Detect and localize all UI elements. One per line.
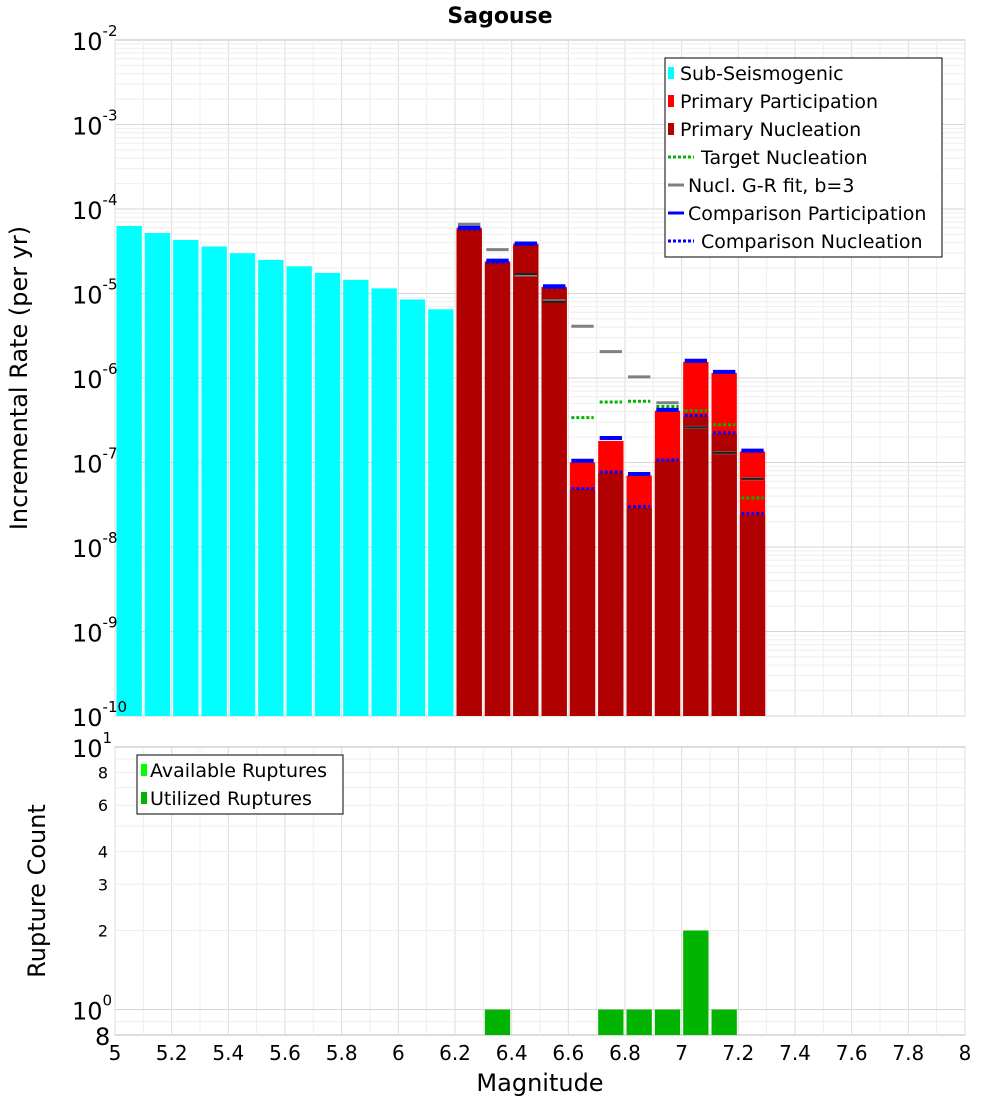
- top-legend-box: [664, 57, 943, 258]
- y-tick-label: 10-4: [72, 191, 118, 225]
- legend-label: Primary Nucleation: [680, 119, 861, 141]
- top-line-markers: [458, 222, 764, 515]
- sub-seismogenic-bar: [229, 253, 256, 716]
- utilized-ruptures-bar: [711, 1009, 737, 1035]
- y-tick-label: 10-5: [72, 276, 118, 310]
- primary-nucleation-bar: [456, 229, 482, 716]
- y-tick-label: 10-10: [72, 698, 127, 732]
- x-tick-label: 7.4: [779, 1041, 811, 1065]
- legend-label: Utilized Ruptures: [150, 788, 312, 810]
- x-tick-label: 7: [675, 1041, 688, 1065]
- x-tick-label: 8: [959, 1041, 972, 1065]
- y-major-tick-label: 8: [95, 1023, 110, 1051]
- utilized-ruptures-bar: [598, 1009, 624, 1035]
- top-bars: [116, 225, 766, 717]
- sub-seismogenic-bar: [258, 259, 284, 716]
- top-y-axis-title: Incremental Rate (per yr): [5, 226, 33, 530]
- x-tick-label: 6: [392, 1041, 405, 1065]
- utilized-ruptures-bar: [484, 1009, 511, 1035]
- bottom-legend-box: [136, 754, 344, 815]
- primary-nucleation-bar: [739, 514, 766, 716]
- y-tick-label: 10-3: [72, 107, 118, 141]
- x-tick-label: 7.6: [836, 1041, 868, 1065]
- bottom-legend: Available Ruptures Utilized Ruptures: [136, 754, 344, 815]
- primary-nucleation-bar: [654, 460, 681, 716]
- y-minor-tick-label: 4: [98, 842, 108, 861]
- x-tick-label: 7.8: [892, 1041, 924, 1065]
- legend-label: Comparison Nucleation: [701, 231, 923, 253]
- primary-nucleation-bar: [484, 262, 511, 716]
- primary-nucleation-bar: [541, 288, 567, 716]
- y-minor-tick-label: 3: [98, 875, 108, 894]
- x-tick-label: 5.8: [326, 1041, 358, 1065]
- sub-seismogenic-bar: [399, 299, 426, 716]
- utilized-ruptures-bar: [654, 1009, 681, 1035]
- legend-swatch: [141, 792, 147, 804]
- x-tick-label: 7.2: [722, 1041, 754, 1065]
- legend-label: Available Ruptures: [150, 760, 327, 782]
- bottom-bars: [484, 930, 737, 1035]
- y-major-tick-label: 100: [72, 992, 112, 1026]
- x-tick-label: 5: [109, 1041, 122, 1065]
- legend-swatch: [141, 764, 147, 776]
- x-tick-label: 6.4: [496, 1041, 528, 1065]
- x-tick-label: 6.6: [552, 1041, 584, 1065]
- utilized-ruptures-bar: [683, 930, 709, 1035]
- legend-label: Comparison Participation: [688, 203, 926, 225]
- primary-nucleation-bar: [626, 507, 652, 716]
- chart-title: Sagouse: [447, 4, 552, 29]
- legend-label: Nucl. G-R fit, b=3: [688, 175, 854, 197]
- legend-label: Sub-Seismogenic: [680, 63, 844, 85]
- y-tick-label: 10-9: [72, 614, 118, 648]
- sub-seismogenic-bar: [286, 266, 312, 716]
- x-tick-label: 6.2: [439, 1041, 471, 1065]
- legend-label: Primary Participation: [680, 91, 878, 113]
- y-tick-label: 10-2: [72, 22, 118, 56]
- primary-nucleation-bar: [513, 245, 539, 717]
- utilized-ruptures-bar: [626, 1009, 652, 1035]
- primary-nucleation-bar: [683, 416, 709, 716]
- primary-nucleation-bar: [711, 433, 737, 716]
- primary-nucleation-bar: [598, 473, 624, 716]
- top-y-tick-labels: 10-2 10-3 10-4 10-5 10-6 10-7 10-8 10-9 10-10: [72, 22, 127, 732]
- bottom-y-axis-title: Rupture Count: [23, 804, 51, 978]
- y-major-tick-label: 101: [72, 729, 112, 763]
- x-tick-label: 5.6: [269, 1041, 301, 1065]
- sub-seismogenic-bar: [314, 272, 341, 716]
- legend-swatch: [668, 123, 674, 135]
- sub-seismogenic-bar: [201, 246, 227, 716]
- legend-label: Target Nucleation: [700, 147, 868, 169]
- legend-swatch: [668, 67, 674, 79]
- top-legend: Sub-Seismogenic Primary Participation Prim…: [664, 57, 943, 258]
- y-tick-label: 10-7: [72, 445, 118, 479]
- sub-seismogenic-bar: [428, 309, 454, 716]
- y-tick-label: 10-8: [72, 529, 118, 563]
- primary-nucleation-bar: [569, 489, 596, 716]
- sub-seismogenic-bar: [371, 288, 397, 716]
- y-tick-label: 10-6: [72, 360, 118, 394]
- x-tick-label: 5.4: [212, 1041, 244, 1065]
- sub-seismogenic-bar: [116, 225, 142, 716]
- x-tick-label: 6.8: [609, 1041, 641, 1065]
- sub-seismogenic-bar: [144, 232, 171, 716]
- x-axis-title: Magnitude: [476, 1069, 603, 1097]
- x-tick-label: 5.2: [156, 1041, 188, 1065]
- y-minor-tick-label: 6: [98, 796, 108, 815]
- sub-seismogenic-bar: [173, 239, 199, 716]
- y-minor-tick-label: 8: [98, 763, 108, 782]
- y-minor-tick-label: 2: [98, 922, 108, 941]
- sub-seismogenic-bar: [343, 279, 369, 716]
- legend-swatch: [668, 95, 674, 107]
- x-tick-labels: 5 5.2 5.4 5.6 5.8 6 6.2 6.4 6.6 6.8 7 7.2 7.4 7.6 7.8 8: [109, 1041, 972, 1065]
